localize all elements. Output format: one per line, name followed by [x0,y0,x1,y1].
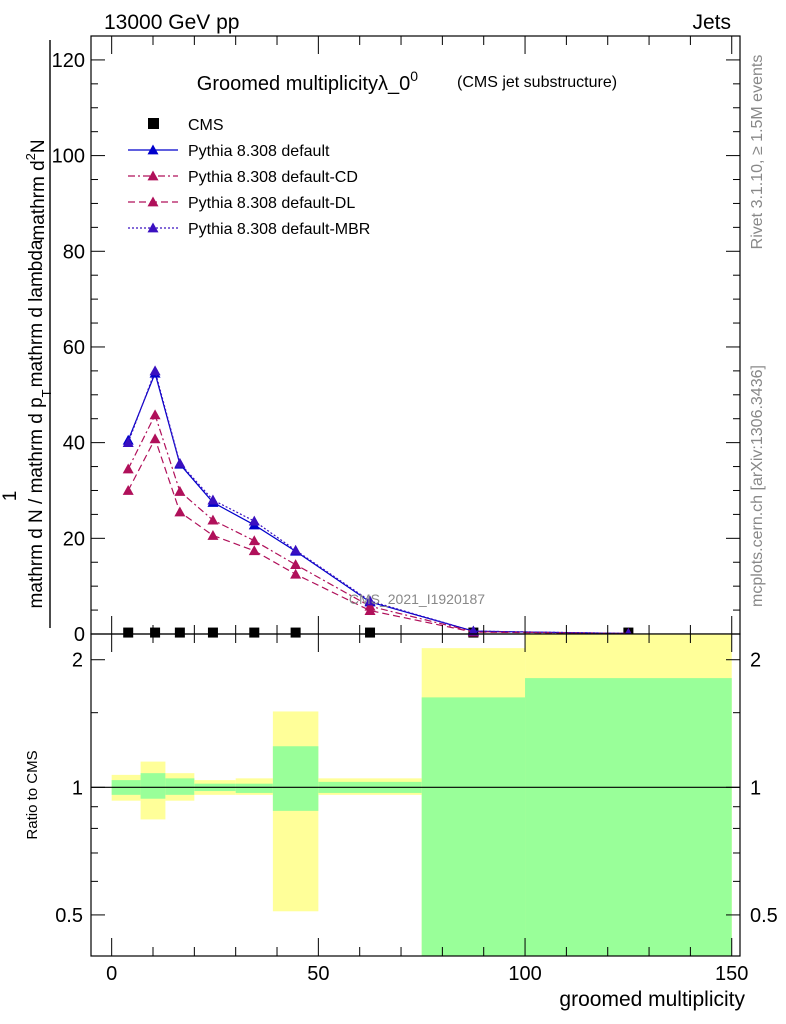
y-axis-label: 1 mathrm d2N mathrm d N / mathrm d pTmat… [0,40,54,628]
series-marker [174,506,186,517]
y-label-denominator: mathrm d N / mathrm d pTmathrm d lambda [26,239,54,608]
ratio-y-tick-label: 2 [72,650,83,672]
y-tick-label: 40 [63,433,85,455]
legend-label: Pythia 8.308 default-MBR [188,221,370,238]
legend-item: Pythia 8.308 default-DL [128,195,355,212]
legend-label: Pythia 8.308 default-CD [188,169,358,186]
y-tick-label: 60 [63,337,85,359]
x-tick-label: 50 [307,963,329,985]
cms-data-point [174,627,185,638]
series-marker [122,484,134,495]
main-axis-ticks: 0 20 40 60 80 100 120 [52,35,740,646]
legend-marker [147,222,159,233]
ratio-inner-band [421,697,526,956]
series-marker [290,568,302,579]
legend-item: Pythia 8.308 default-CD [128,169,358,186]
series-marker [248,515,260,526]
series-marker [122,463,134,474]
header-left: 13000 GeV pp [104,11,239,34]
ratio-inner-band [235,783,273,793]
series-marker [290,544,302,555]
series-marker [364,605,376,615]
cms-data-point [290,627,301,638]
series-3 [122,433,634,638]
x-tick-label: 100 [508,963,541,985]
series-marker [364,595,376,606]
ratio-outer-band [272,711,319,912]
ratio-y-tick-label: 1 [72,777,83,799]
ratio-bands [111,634,732,956]
y-label-den-a: mathrm d N / mathrm d p [26,397,47,608]
legend-marker [147,144,159,155]
y-label-num-sup: 2 [23,153,38,160]
ratio-y-tick-label: 0.5 [55,905,83,927]
cms-data-point [123,627,134,638]
y-label-num-d: mathrm d [28,160,49,240]
series-marker [207,494,219,505]
x-axis-label: groomed multiplicity [559,988,745,1011]
y-label-numerator: mathrm d2N [23,139,49,240]
series-marker [290,559,302,570]
legend-item: Pythia 8.308 default [128,143,330,160]
legend-label: CMS [188,117,224,134]
series-marker [207,529,219,540]
cms-data-point [150,627,161,638]
cms-data-point [249,627,260,638]
y-label-one: 1 [0,491,21,502]
legend-marker [148,118,159,129]
legend-item: CMS [148,117,224,134]
legend-label: Pythia 8.308 default [188,143,330,160]
series-marker [149,433,161,444]
y-label-den-b: mathrm d lambda [26,239,47,387]
series-marker [467,625,479,636]
legend-item: Pythia 8.308 default-MBR [128,221,370,238]
series-marker [248,545,260,556]
y-label-num-n: N [28,139,49,153]
ratio-inner-band [165,778,195,795]
legend: CMS Pythia 8.308 default Pythia 8.308 defa… [128,117,370,238]
series-marker [149,409,161,420]
series-marker [149,365,161,376]
series-marker [248,535,260,546]
ratio-panel: 0.5 0.5 1 1 2 2 0 50 100 150 [55,633,778,985]
mcplots-caption: mcplots.cern.ch [arXiv:1306.3436] [749,365,766,607]
y-tick-label: 20 [63,528,85,550]
cms-data-point [365,627,376,638]
ratio-y-label: Ratio to CMS [24,750,41,839]
y-tick-label: 80 [63,241,85,263]
ratio-y-tick-label-right: 1 [750,777,761,799]
ratio-inner-band [140,773,166,799]
series-marker [174,457,186,468]
ratio-y-tick-label-right: 2 [750,650,761,672]
ratio-inner-band [525,678,732,956]
cms-data-point [207,627,218,638]
ratio-axis-ticks: 0.5 0.5 1 1 2 2 0 50 100 150 [55,634,778,985]
y-tick-label: 0 [74,624,85,646]
plot-title-text: Groomed multiplicityλ_0 [197,73,410,95]
plot-title-sup: 0 [410,68,418,84]
ratio-y-tick-label-right: 0.5 [750,905,778,927]
y-tick-label: 100 [52,146,85,168]
ratio-inner-band [272,746,319,811]
series-marker [174,485,186,496]
series-marker [122,437,134,448]
ratio-frame [90,633,741,957]
legend-marker [147,196,159,207]
x-tick-label: 150 [715,963,748,985]
x-tick-label: 0 [106,963,117,985]
analysis-watermark: CMS_2021_I1920187 [349,591,485,607]
rivet-caption: Rivet 3.1.10, ≥ 1.5M events [749,55,766,250]
y-label-den-sub: T [39,389,54,397]
y-tick-label: 120 [52,50,85,72]
header-right: Jets [692,11,731,34]
plot-subtitle: (CMS jet substructure) [457,74,617,91]
series-marker [207,514,219,525]
series-4 [122,365,634,638]
plot-title: Groomed multiplicityλ_00 [197,68,418,95]
legend-label: Pythia 8.308 default-DL [188,195,355,212]
legend-marker [147,170,159,181]
